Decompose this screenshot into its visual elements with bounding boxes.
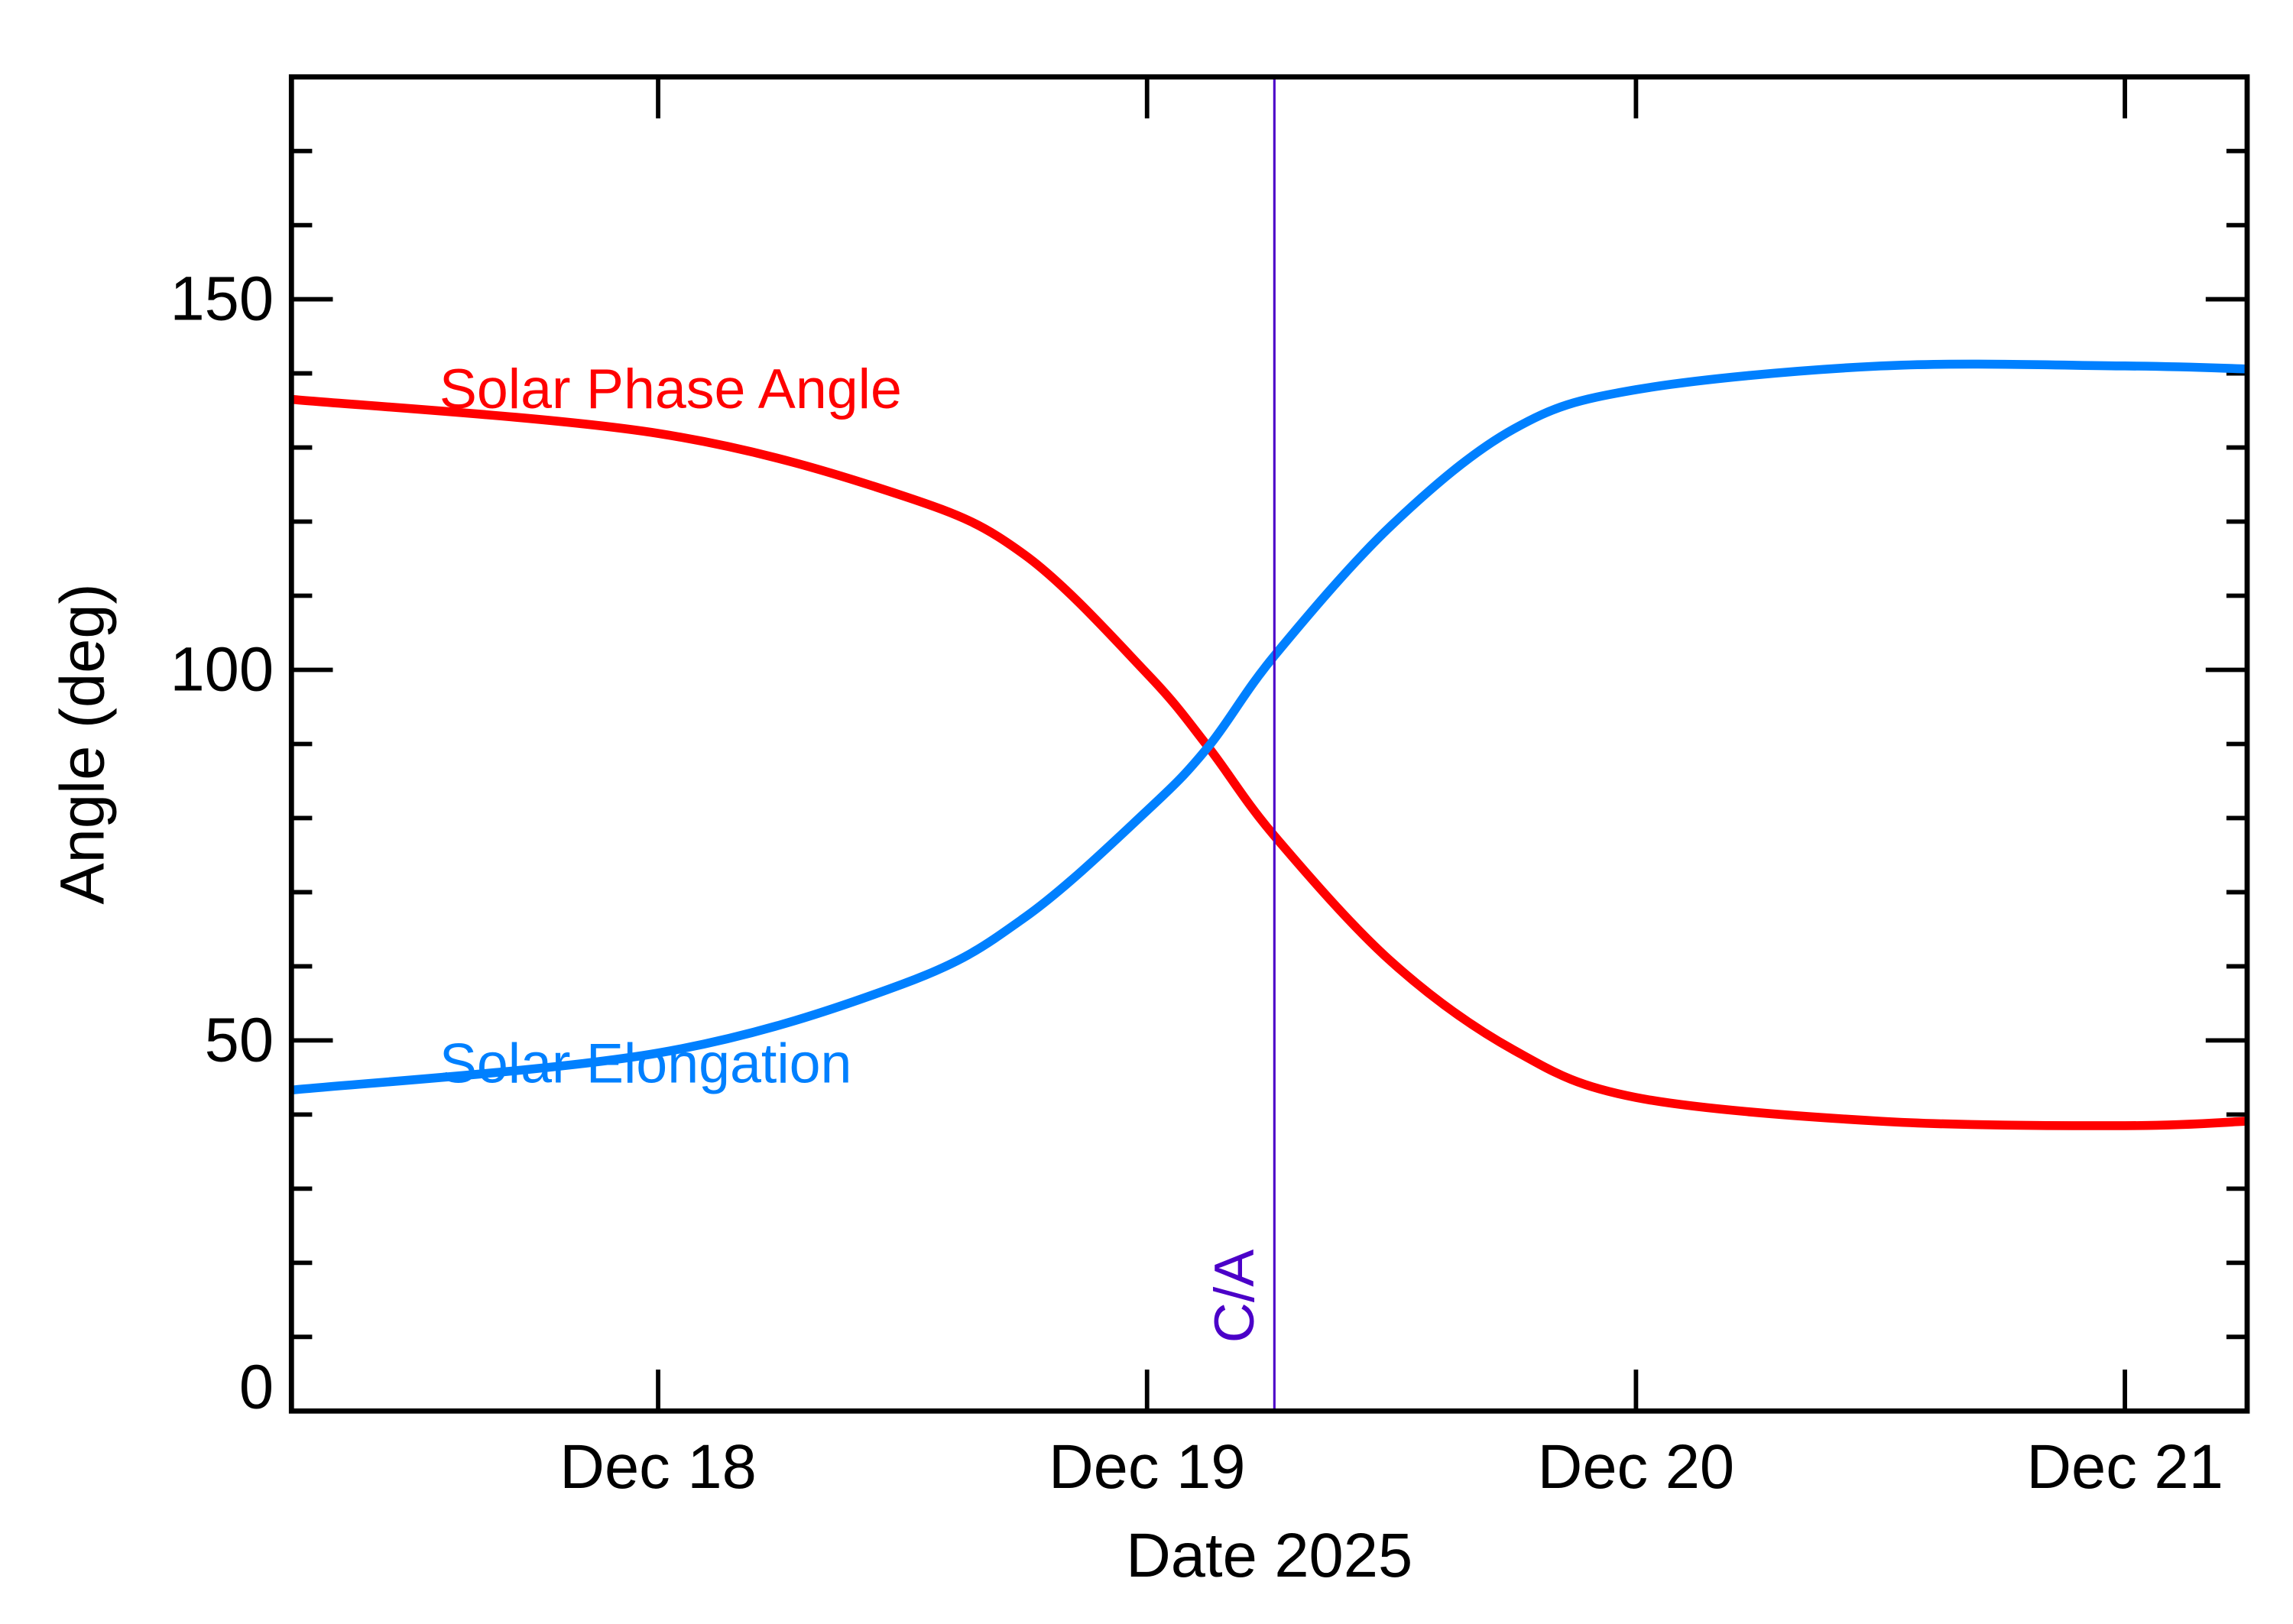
plot-frame [288, 74, 2250, 1414]
y-axis-label: Angle (deg) [47, 583, 117, 904]
series-line-solar-elongation [290, 359, 2248, 1095]
y-tick-label: 100 [170, 635, 274, 705]
series-label-solar-phase-angle: Solar Phase Angle [439, 357, 902, 420]
y-tick-label: 0 [239, 1352, 274, 1421]
x-axis-label: Date 2025 [1126, 1521, 1412, 1590]
x-tick-label: Dec 20 [1538, 1432, 1735, 1502]
x-tick-label: Dec 19 [1049, 1432, 1246, 1502]
x-tick-label: Dec 18 [559, 1432, 757, 1502]
series-label-solar-elongation: Solar Elongation [439, 1032, 852, 1095]
x-tick-label: Dec 21 [2026, 1432, 2223, 1502]
closest-approach-label: C/A [1202, 1250, 1266, 1344]
y-tick-label: 50 [205, 1005, 274, 1075]
y-tick-label: 150 [170, 264, 274, 334]
series-line-solar-phase-angle [290, 394, 2248, 1130]
